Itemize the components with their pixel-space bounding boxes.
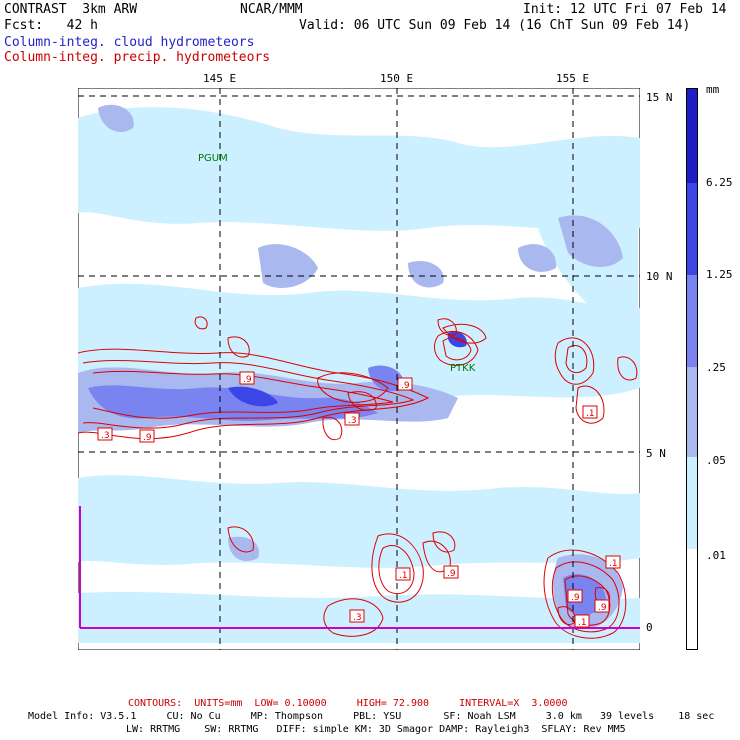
contour-label: .1 xyxy=(609,559,618,569)
domain-boundary xyxy=(79,506,640,629)
legend-swatch-top xyxy=(687,89,697,183)
legend-label-001: .01 xyxy=(706,549,726,562)
station-ptkk: PTKK xyxy=(450,363,476,374)
color-legend xyxy=(686,88,698,650)
contour-label-group: .9 .3 .9 .3 .9 .1 .1 .9 .3 .1 .9 .9 .1 xyxy=(97,371,621,628)
lon-label-145: 145 E xyxy=(203,72,237,85)
field-precip-label: Column-integ. precip. hydrometeors xyxy=(4,50,271,65)
contour-label: .3 xyxy=(101,431,110,441)
cloud-light-areas xyxy=(78,107,640,643)
precip-contours xyxy=(78,316,638,639)
contour-label: .3 xyxy=(348,416,357,426)
legend-label-025: .25 xyxy=(706,361,726,374)
contour-label: .9 xyxy=(143,433,152,443)
station-pgum: PGUM xyxy=(198,153,228,164)
model-title: CONTRAST 3km ARW xyxy=(4,2,138,17)
lat-label-eq: 0 xyxy=(646,621,653,634)
legend-swatch-1 xyxy=(687,275,697,367)
weather-map: PGUM PTKK .9 .3 .9 .3 .9 .1 .1 .9 .3 .1 … xyxy=(78,88,640,650)
contour-label: .1 xyxy=(399,571,408,581)
contour-label: .9 xyxy=(571,593,580,603)
contour-label: .1 xyxy=(586,409,595,419)
init-time: Init: 12 UTC Fri 07 Feb 14 xyxy=(523,2,727,17)
legend-swatch-025 xyxy=(687,367,697,457)
contour-label: .9 xyxy=(447,569,456,579)
legend-label-625: 6.25 xyxy=(706,176,733,189)
lat-label-5n: 5 N xyxy=(646,447,666,460)
forecast-hour: Fcst: 42 h xyxy=(4,18,98,33)
legend-label-125: 1.25 xyxy=(706,268,733,281)
model-info-line1: Model Info: V3.5.1 CU: No Cu MP: Thompso… xyxy=(28,711,715,722)
lon-label-155: 155 E xyxy=(556,72,590,85)
org-label: NCAR/MMM xyxy=(240,2,303,17)
contour-label: .3 xyxy=(353,613,362,623)
valid-time: Valid: 06 UTC Sun 09 Feb 14 (16 ChT Sun … xyxy=(299,18,691,33)
legend-swatch-005 xyxy=(687,457,697,549)
contour-info: CONTOURS: UNITS=mm LOW= 0.10000 HIGH= 72… xyxy=(128,698,568,709)
contour-label: .9 xyxy=(401,381,410,391)
field-cloud-label: Column-integ. cloud hydrometeors xyxy=(4,35,255,50)
contour-label: .9 xyxy=(598,603,607,613)
grid-lines xyxy=(78,88,640,650)
legend-label-005: .05 xyxy=(706,454,726,467)
legend-unit: mm xyxy=(706,83,720,96)
legend-swatch-001 xyxy=(687,549,697,649)
lat-label-10n: 10 N xyxy=(646,270,673,283)
lat-label-15n: 15 N xyxy=(646,91,673,104)
model-info-line2: LW: RRTMG SW: RRTMG DIFF: simple KM: 3D … xyxy=(126,724,626,735)
contour-label: .1 xyxy=(578,618,587,628)
contour-label: .9 xyxy=(243,375,252,385)
lon-label-150: 150 E xyxy=(380,72,414,85)
legend-swatch-6 xyxy=(687,183,697,275)
